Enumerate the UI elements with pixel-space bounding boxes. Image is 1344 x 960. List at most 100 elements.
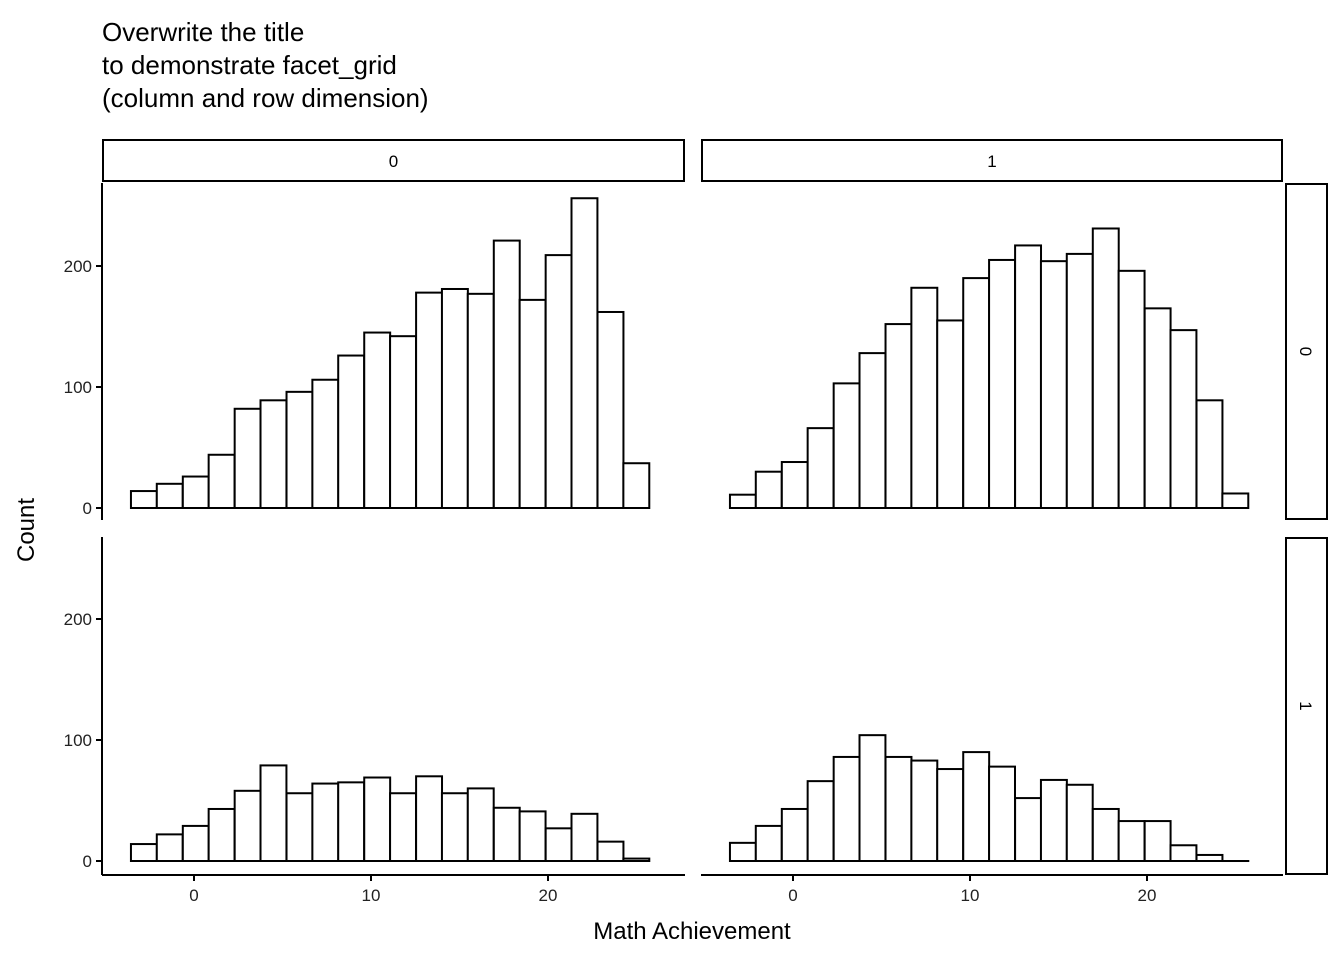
histogram-bar	[389, 335, 417, 509]
row-strip-label: 1	[1296, 701, 1315, 710]
histogram-bar	[1014, 244, 1043, 509]
row-strip-0	[1285, 183, 1328, 520]
histogram-bar	[311, 782, 340, 862]
histogram-bar	[337, 354, 366, 510]
histogram-bar	[754, 824, 783, 862]
histogram-bar	[129, 490, 158, 509]
histogram-bar	[1143, 307, 1172, 509]
panel-col0-row0	[129, 197, 651, 510]
histogram-bar	[466, 787, 495, 863]
column-strip-1	[701, 139, 1283, 182]
histogram-bar	[1117, 820, 1146, 863]
histogram-bar	[544, 254, 573, 509]
histogram-bar	[233, 407, 262, 509]
histogram-bar	[155, 482, 184, 509]
histogram-bar	[936, 319, 965, 510]
chart-title-line-2: to demonstrate facet_grid	[102, 50, 397, 80]
x-tick-label: 10	[961, 886, 980, 905]
histogram-bar	[570, 812, 599, 862]
histogram-bar	[1039, 778, 1068, 862]
histogram-bar	[363, 776, 392, 863]
histogram-bar	[285, 390, 314, 509]
histogram-bar	[415, 775, 444, 862]
histogram-bar	[910, 286, 939, 509]
histogram-bar	[858, 352, 887, 509]
histogram-bar	[936, 768, 965, 862]
histogram-bar	[544, 827, 573, 863]
histogram-bar	[1169, 329, 1198, 509]
histogram-bar	[754, 470, 783, 510]
histogram-bar	[1221, 492, 1250, 510]
histogram-bar	[1195, 399, 1224, 509]
y-tick-label: 0	[83, 499, 92, 518]
y-tick-label: 0	[83, 852, 92, 871]
chart-title-line-3: (column and row dimension)	[102, 83, 429, 113]
y-tick-label: 100	[64, 378, 92, 397]
histogram-bar	[858, 734, 887, 862]
histogram-bar	[622, 857, 651, 863]
histogram-bar	[884, 755, 913, 862]
row-strip-label: 0	[1296, 347, 1315, 356]
histogram-bar	[311, 378, 340, 509]
histogram-bar	[1169, 844, 1198, 863]
histogram-bar	[780, 461, 809, 509]
histogram-bar	[181, 475, 210, 510]
x-tick-label: 0	[189, 886, 198, 905]
y-tick-label: 200	[64, 610, 92, 629]
histogram-bar	[1091, 227, 1120, 510]
histogram-bar	[440, 792, 469, 862]
histogram-bar	[962, 277, 991, 509]
histogram-bar	[466, 292, 495, 509]
x-tick-label: 10	[362, 886, 381, 905]
y-tick-label: 200	[64, 257, 92, 276]
histogram-bar	[207, 807, 236, 862]
column-strip-0	[102, 139, 685, 182]
histogram-bar	[1143, 820, 1172, 863]
x-tick-label: 20	[1138, 886, 1157, 905]
histogram-bar	[596, 310, 625, 510]
chart-title-line-1: Overwrite the title	[102, 17, 304, 47]
histogram-bar	[806, 780, 835, 863]
histogram-bar	[1065, 783, 1094, 863]
histogram-bar	[259, 399, 288, 509]
histogram-bar	[728, 493, 757, 510]
histogram-bar	[518, 298, 547, 509]
histogram-bar	[337, 781, 366, 862]
histogram-bar	[415, 291, 444, 509]
histogram-bar	[233, 789, 262, 863]
histogram-bar	[1117, 269, 1146, 509]
histogram-bar	[1091, 807, 1120, 862]
histogram-bar	[832, 382, 861, 509]
histogram-bar	[910, 759, 939, 863]
column-strip-label: 1	[987, 152, 996, 171]
histogram-bar	[389, 792, 417, 862]
histogram-bar	[492, 806, 521, 863]
histogram-bar	[1014, 797, 1043, 863]
histogram-bar	[492, 239, 521, 509]
panel-col1-row1	[728, 734, 1250, 863]
histogram-bar	[570, 197, 599, 510]
x-axis-label: Math Achievement	[593, 918, 791, 945]
histogram-bar	[1065, 252, 1094, 509]
histogram-bar	[285, 792, 314, 862]
histogram-bar	[832, 755, 861, 862]
histogram-bar	[806, 427, 835, 510]
histogram-bar	[155, 833, 184, 863]
histogram-bar	[1039, 260, 1068, 509]
histogram-bar	[780, 807, 809, 862]
histogram-bar	[962, 751, 991, 862]
y-axis-label: Count	[13, 498, 40, 562]
histogram-bar	[259, 764, 288, 862]
panel-col1-row0	[728, 227, 1250, 510]
panel-col0-row1	[129, 764, 651, 863]
histogram-bar	[596, 840, 625, 863]
x-tick-label: 20	[539, 886, 558, 905]
histogram-bar	[129, 843, 158, 862]
column-strip-label: 0	[389, 152, 398, 171]
histogram-bar	[988, 765, 1016, 862]
x-tick-label: 0	[788, 886, 797, 905]
histogram-bar	[440, 287, 469, 509]
row-strip-1	[1285, 537, 1328, 875]
histogram-bar	[518, 810, 547, 863]
